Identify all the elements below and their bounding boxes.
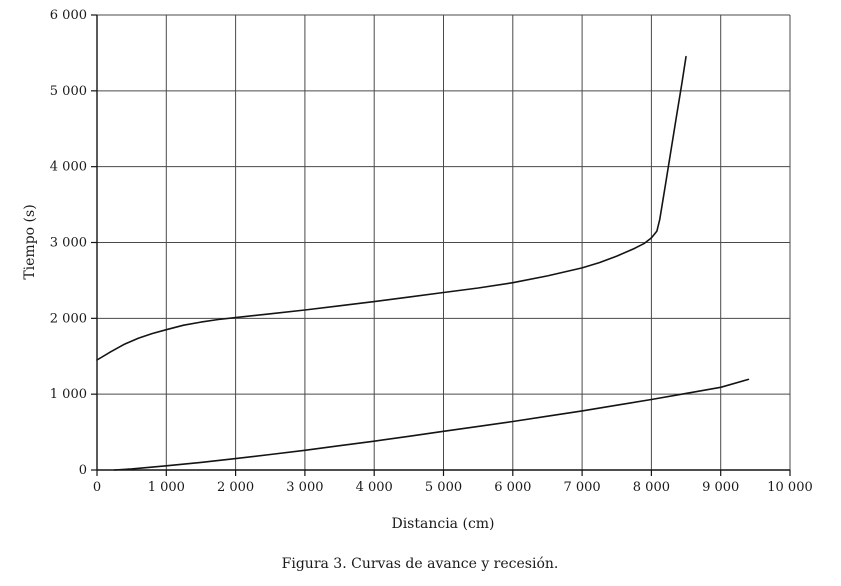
y-tick-label: 6 000 (50, 8, 87, 23)
y-tick-label: 0 (79, 463, 87, 478)
x-tick-label: 10 000 (767, 480, 813, 495)
x-tick-label: 6 000 (494, 480, 531, 495)
y-tick-label: 5 000 (50, 84, 87, 99)
x-tick-label: 8 000 (633, 480, 670, 495)
x-tick-label: 9 000 (702, 480, 739, 495)
y-axis-title: Tiempo (s) (22, 204, 38, 280)
curve-avance (113, 378, 750, 471)
x-tick-label: 1 000 (148, 480, 185, 495)
x-tick-label: 7 000 (563, 480, 600, 495)
x-axis-title: Distancia (cm) (391, 516, 495, 532)
x-tick-label: 4 000 (356, 480, 393, 495)
x-tick-label: 5 000 (425, 480, 462, 495)
y-tick-label: 3 000 (50, 236, 87, 251)
x-tick-label: 2 000 (217, 480, 254, 495)
curve-recesión (96, 55, 687, 361)
y-tick-label: 1 000 (50, 387, 87, 402)
y-tick-label: 4 000 (50, 160, 87, 175)
y-tick-label: 2 000 (50, 311, 87, 326)
figure-caption: Figura 3. Curvas de avance y recesión. (281, 556, 559, 572)
x-tick-label: 3 000 (286, 480, 323, 495)
x-tick-label: 0 (93, 480, 101, 495)
